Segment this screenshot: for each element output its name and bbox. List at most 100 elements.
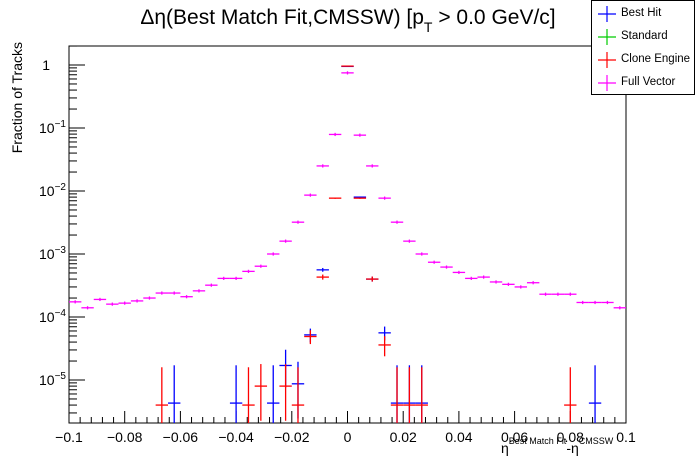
data-point-full-vector: [366, 164, 379, 168]
xlabel-sup-cmssw: CMSSW: [578, 436, 614, 446]
data-point-clone-engine: [378, 336, 391, 357]
data-point-clone-engine: [366, 276, 379, 282]
x-tick-label: 0.1: [616, 429, 636, 445]
legend-label: Clone Engine: [621, 53, 691, 65]
y-tick-exponent: −3: [55, 245, 67, 256]
data-point-clone-engine: [291, 367, 305, 423]
plot-frame: [68, 45, 627, 424]
data-point-full-vector: [514, 285, 527, 289]
y-tick-label: 1: [42, 57, 50, 73]
data-point-clone-engine: [328, 197, 342, 199]
data-point-clone-engine: [279, 364, 292, 421]
data-point-best-hit: [229, 365, 243, 423]
plot-frame-rect: [68, 45, 627, 424]
title-main: Δη(Best Match Fit,CMSSW) [p: [140, 6, 424, 29]
data-point-clone-engine: [353, 197, 367, 199]
data-point-full-vector: [69, 300, 82, 304]
data-point-full-vector: [180, 295, 193, 299]
legend-item-full-vector: Full Vector: [592, 72, 696, 94]
y-tick-base: 10: [39, 372, 55, 388]
legend-marker-icon: [598, 75, 616, 91]
data-point-full-vector: [403, 239, 416, 243]
data-point-full-vector: [452, 270, 466, 275]
data-point-full-vector: [415, 252, 428, 256]
title-subscript: T: [423, 19, 433, 35]
y-axis-label: Fraction of Tracks: [9, 42, 25, 154]
data-point-full-vector: [489, 280, 503, 284]
data-point-full-vector: [613, 306, 626, 310]
data-point-full-vector: [130, 299, 144, 303]
legend-marker-icon: [598, 52, 616, 68]
x-tick-label: −0.06: [163, 429, 199, 445]
x-tick-label: 0.08: [557, 429, 584, 445]
data-point-full-vector: [304, 193, 317, 197]
data-point-full-vector: [378, 196, 391, 200]
data-point-clone-engine: [254, 364, 268, 421]
data-point-best-hit: [588, 365, 602, 423]
data-point-best-hit: [168, 365, 181, 423]
data-point-clone-engine: [415, 367, 428, 423]
data-point-full-vector: [588, 300, 602, 305]
data-point-full-vector: [155, 291, 169, 295]
data-point-full-vector: [477, 275, 490, 279]
data-point-full-vector: [81, 306, 94, 310]
data-point-full-vector: [118, 301, 131, 305]
x-axis: −0.1 −0.08 −0.06 −0.04 −0.02 0 0.02 0.04 0.06 0.0…: [55, 411, 636, 445]
x-tick-label: 0.02: [390, 429, 417, 445]
y-tick-base: 10: [39, 309, 55, 325]
data-point-full-vector: [551, 292, 565, 296]
data-point-full-vector: [168, 291, 181, 295]
x-tick-label: 0: [344, 429, 352, 445]
x-tick-label: −0.08: [107, 429, 143, 445]
xlabel-eta: η: [501, 440, 509, 456]
data-point-clone-engine: [304, 330, 317, 345]
title-suffix: > 0.0 GeV/c]: [432, 6, 556, 29]
legend-item-best-hit: Best Hit: [592, 3, 696, 25]
series-layer: [69, 65, 626, 423]
data-point-full-vector: [291, 220, 305, 224]
y-tick-exponent: −5: [55, 371, 67, 382]
data-point-full-vector: [576, 300, 589, 305]
y-tick-label: 10−5: [39, 371, 66, 388]
legend-marker-icon: [598, 6, 616, 22]
data-point-best-hit: [316, 267, 329, 272]
data-point-full-vector: [440, 265, 453, 269]
data-point-clone-engine: [155, 367, 169, 423]
data-point-clone-engine: [316, 274, 329, 280]
y-axis: 110−110−210−310−410−5: [39, 45, 85, 414]
data-point-full-vector: [143, 296, 156, 300]
xlabel-sup-best-match: Best Match Fit: [508, 436, 567, 446]
y-tick-base: 10: [39, 183, 55, 199]
data-point-full-vector: [217, 276, 230, 280]
y-tick-exponent: −2: [55, 182, 67, 193]
y-tick-exponent: −1: [55, 119, 67, 130]
data-point-full-vector: [316, 164, 329, 168]
data-point-full-vector: [205, 283, 218, 287]
y-tick-label: 10−2: [39, 182, 66, 199]
data-point-best-hit: [267, 365, 280, 423]
data-point-full-vector: [106, 302, 119, 306]
y-tick-label: 10−3: [39, 245, 66, 262]
data-point-full-vector: [465, 276, 478, 280]
y-tick-base: 1: [42, 57, 50, 73]
legend-item-clone-engine: Clone Engine: [592, 49, 696, 71]
data-point-full-vector: [341, 71, 354, 75]
chart-title: Δη(Best Match Fit,CMSSW) [pT > 0.0 GeV/c…: [0, 6, 696, 35]
x-axis-label: ηBest Match Fit-ηCMSSW: [501, 436, 613, 456]
legend-label: Full Vector: [621, 76, 676, 88]
y-tick-label: 10−1: [39, 119, 66, 136]
x-tick-label: 0.04: [445, 429, 472, 445]
legend-item-standard: Standard: [592, 26, 696, 48]
data-point-full-vector: [427, 260, 441, 264]
y-tick-exponent: −4: [55, 308, 67, 319]
data-point-full-vector: [229, 276, 243, 280]
data-point-full-vector: [564, 292, 577, 296]
y-tick-label: 10−4: [39, 308, 66, 325]
data-point-full-vector: [353, 133, 367, 137]
x-tick-label: 0.06: [501, 429, 528, 445]
data-point-full-vector: [526, 281, 540, 285]
data-point-full-vector: [242, 269, 255, 273]
xlabel-minus-eta: -η: [566, 440, 579, 456]
x-tick-label: −0.1: [55, 429, 83, 445]
